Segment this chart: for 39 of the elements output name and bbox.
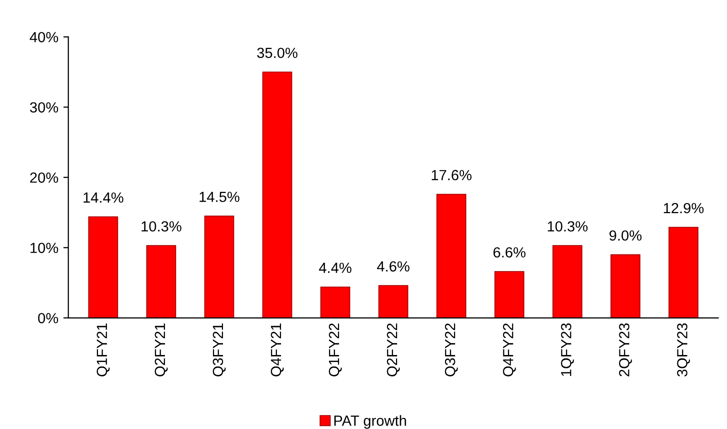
data-label: 9.0% <box>609 230 642 241</box>
bar <box>88 216 118 318</box>
data-label: 14.5% <box>200 192 240 202</box>
bar <box>494 271 524 318</box>
x-tick-label: 1QFY23 <box>560 323 574 376</box>
data-label: 17.6% <box>432 170 472 180</box>
bar <box>552 245 582 318</box>
bar <box>378 285 408 318</box>
x-tick-label: Q3FY22 <box>444 323 458 376</box>
data-label: 10.3% <box>548 221 588 232</box>
x-tick-label: Q2FY21 <box>154 323 168 376</box>
x-tick-label: Q1FY22 <box>328 323 342 376</box>
x-tick-label: 2QFY23 <box>619 323 632 376</box>
x-tick-label: Q4FY21 <box>270 323 284 376</box>
x-tick-label: Q4FY22 <box>502 323 516 376</box>
y-tick-label: 30% <box>30 102 58 113</box>
x-tick-label: Q3FY21 <box>212 323 226 376</box>
bar <box>146 245 176 318</box>
bar <box>610 254 640 318</box>
x-tick-label: Q1FY21 <box>96 323 110 376</box>
data-label: 6.6% <box>493 247 526 258</box>
data-label: 10.3% <box>142 221 182 232</box>
data-label: 35.0% <box>257 48 298 58</box>
x-tick-label: Q2FY22 <box>386 323 400 376</box>
data-label: 14.4% <box>84 192 124 203</box>
data-label: 12.9% <box>664 202 704 214</box>
y-tick-label: 0% <box>38 312 58 324</box>
bar <box>204 216 234 318</box>
y-tick-label: 40% <box>30 32 58 42</box>
data-label: 4.6% <box>377 261 410 272</box>
legend-label: PAT growth <box>334 415 406 429</box>
bar <box>320 286 350 318</box>
data-label: 4.4% <box>318 262 352 273</box>
x-tick-label: 3QFY23 <box>677 323 690 376</box>
y-tick-label: 10% <box>30 242 58 254</box>
bar <box>262 72 292 318</box>
y-tick-label: 20% <box>30 172 58 183</box>
bar <box>436 194 466 318</box>
bar <box>668 226 698 318</box>
